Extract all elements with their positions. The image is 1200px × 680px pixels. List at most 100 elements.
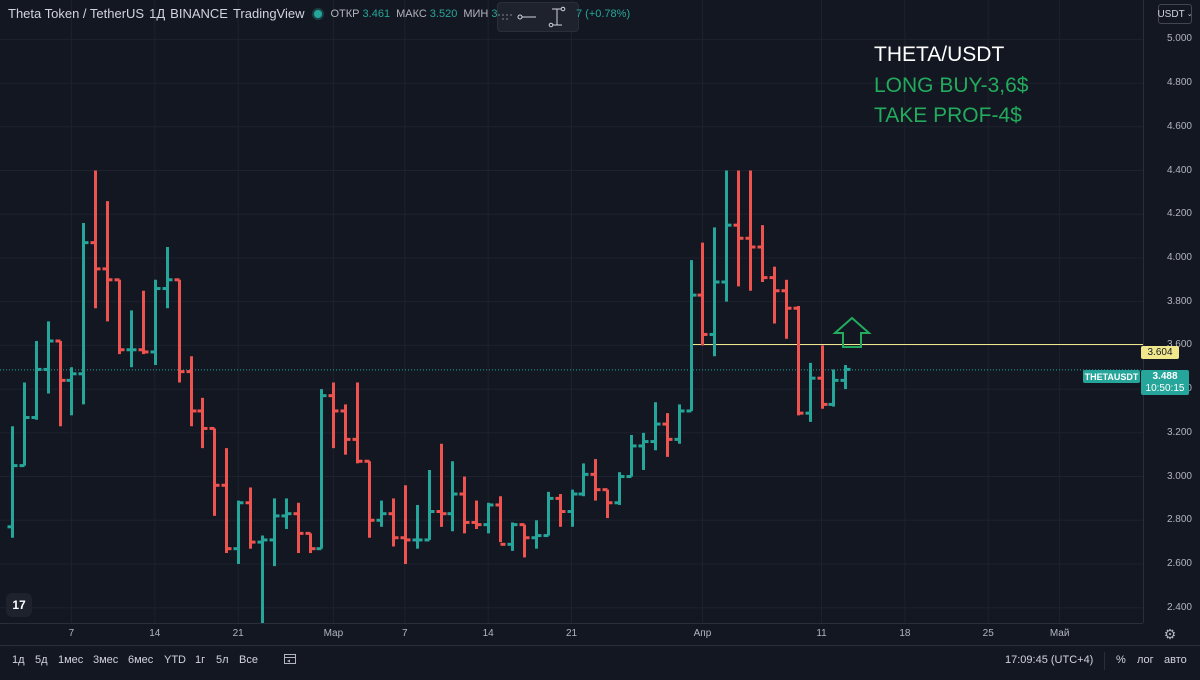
ohlc-bar bbox=[436, 443, 447, 527]
ohlc-bar bbox=[757, 225, 768, 282]
ohlc-bar bbox=[424, 469, 435, 542]
ohlc-bar bbox=[328, 382, 339, 449]
bottom-toolbar: 1д 5д 1мес 3мес 6мес YTD 1г 5л Все 17:09… bbox=[0, 645, 1200, 680]
ohlc-bar bbox=[245, 487, 256, 549]
ohlc-bar bbox=[471, 500, 482, 530]
trendline-button[interactable] bbox=[512, 3, 542, 31]
ohlc-bar bbox=[697, 242, 708, 346]
chevron-down-icon: ⌄ bbox=[1186, 11, 1193, 18]
range-all-button[interactable]: Все bbox=[239, 654, 258, 666]
tradingview-logo-icon[interactable]: 17 bbox=[6, 593, 32, 617]
ohlc-bar bbox=[638, 432, 649, 470]
ohlc-bar bbox=[138, 290, 149, 355]
range-3m-button[interactable]: 3мес bbox=[93, 654, 119, 666]
ohlc-bar bbox=[78, 222, 89, 405]
ohlc-bar bbox=[507, 522, 518, 551]
ohlc-bar bbox=[233, 500, 244, 564]
time-tick-label: 11 bbox=[816, 628, 827, 639]
time-tick-label: 25 bbox=[982, 628, 994, 639]
floating-drawing-toolbar[interactable] bbox=[497, 2, 579, 32]
ohlc-bar bbox=[174, 278, 185, 383]
ohlc-bar bbox=[650, 402, 661, 451]
time-tick-label: 7 bbox=[402, 628, 408, 639]
ohlc-bar bbox=[55, 339, 66, 427]
auto-scale-button[interactable]: авто bbox=[1164, 654, 1187, 666]
legend-exchange: BINANCE bbox=[170, 6, 228, 21]
measure-button[interactable] bbox=[542, 3, 572, 31]
ohlc-bar bbox=[793, 306, 804, 416]
ohlc-bar bbox=[340, 404, 351, 455]
ohlc-bar bbox=[376, 500, 387, 527]
range-6m-button[interactable]: 6мес bbox=[128, 654, 154, 666]
timezone-clock[interactable]: 17:09:45 (UTC+4) bbox=[1005, 654, 1094, 666]
time-tick-label: 14 bbox=[149, 628, 161, 639]
annotation-target[interactable]: TAKE PROF-4$ bbox=[874, 104, 1022, 127]
ohlc-bar bbox=[150, 279, 161, 366]
ohlc-bar bbox=[614, 472, 625, 505]
ohlc-open-value: 3.461 bbox=[362, 7, 391, 20]
ohlc-bar bbox=[674, 404, 685, 444]
symbol-price-tag: THETAUSDT bbox=[1083, 370, 1140, 383]
range-5d-button[interactable]: 5д bbox=[35, 654, 48, 666]
price-tick-label: 4.600 bbox=[1166, 120, 1192, 132]
price-scale[interactable]: USDT ⌄ 5.000 4.800 4.600 4.400 4.200 4.000 3.80… bbox=[1143, 0, 1200, 623]
arrow-up-outline-icon[interactable] bbox=[832, 316, 872, 348]
ohlc-bar bbox=[817, 345, 828, 409]
currency-label: USDT bbox=[1157, 8, 1185, 20]
price-tick-label: 3.000 bbox=[1166, 470, 1192, 482]
drag-handle[interactable] bbox=[498, 3, 512, 31]
ohlc-bar bbox=[555, 494, 566, 527]
ohlc-bar bbox=[305, 531, 316, 554]
range-5y-button[interactable]: 5л bbox=[216, 654, 229, 666]
currency-button[interactable]: USDT ⌄ bbox=[1157, 4, 1193, 24]
ohlc-bar bbox=[281, 498, 292, 530]
price-tick-label: 3.600 bbox=[1166, 339, 1192, 351]
ohlc-bar bbox=[400, 485, 411, 564]
ohlc-high-label: МАКС bbox=[396, 7, 427, 20]
ohlc-bar bbox=[626, 435, 637, 479]
ohlc-bar bbox=[781, 279, 792, 339]
ohlc-bar bbox=[102, 201, 113, 322]
range-1m-button[interactable]: 1мес bbox=[58, 654, 84, 666]
annotation-pair[interactable]: THETA/USDT bbox=[874, 43, 1005, 66]
ohlc-bar bbox=[352, 382, 363, 464]
ohlc-bar bbox=[483, 502, 494, 534]
ohlc-bar bbox=[828, 369, 839, 407]
time-tick-label: 18 bbox=[899, 628, 911, 639]
ohlc-bar bbox=[66, 367, 77, 416]
range-1y-button[interactable]: 1г bbox=[195, 654, 206, 666]
ohlc-bar bbox=[447, 461, 458, 532]
percent-scale-button[interactable]: % bbox=[1116, 654, 1126, 666]
gear-icon[interactable]: ⚙ bbox=[1163, 625, 1177, 642]
chart-pane[interactable]: Theta Token / TetherUS 1Д BINANCE Tradin… bbox=[0, 0, 1143, 623]
legend-symbol: Theta Token / TetherUS bbox=[8, 6, 145, 21]
compare-range-icon[interactable] bbox=[283, 652, 297, 666]
ohlc-bar bbox=[114, 278, 125, 355]
ohlc-bar bbox=[531, 520, 542, 549]
range-ytd-button[interactable]: YTD bbox=[164, 654, 186, 666]
price-tick-label: 2.600 bbox=[1166, 557, 1192, 569]
time-tick-label: 14 bbox=[482, 628, 494, 639]
ohlc-bar bbox=[293, 502, 304, 554]
ohlc-bar bbox=[388, 498, 399, 547]
ohlc-bar bbox=[840, 365, 851, 390]
ohlc-bars bbox=[7, 170, 851, 623]
log-scale-button[interactable]: лог bbox=[1137, 654, 1154, 666]
price-chart[interactable] bbox=[0, 0, 1143, 623]
legend-platform: TradingView bbox=[232, 6, 305, 21]
range-1d-button[interactable]: 1д bbox=[12, 654, 25, 666]
ohlc-bar bbox=[186, 356, 197, 427]
ohlc-bar bbox=[662, 413, 673, 457]
ohlc-bar bbox=[519, 523, 530, 558]
ohlc-bar bbox=[221, 448, 232, 554]
legend-interval: 1Д bbox=[149, 6, 166, 21]
toolbar-divider bbox=[1104, 652, 1105, 670]
annotation-entry[interactable]: LONG BUY-3,6$ bbox=[874, 74, 1029, 97]
market-status-dot bbox=[313, 9, 322, 18]
ohlc-bar bbox=[257, 535, 268, 623]
ohlc-bar bbox=[495, 496, 506, 546]
ohlc-bar bbox=[567, 489, 578, 527]
legend-change: 7 (+0.78%) bbox=[576, 8, 631, 20]
time-scale[interactable]: 7 14 21 Мар 7 14 21 Апр 11 18 25 Май bbox=[0, 623, 1143, 645]
